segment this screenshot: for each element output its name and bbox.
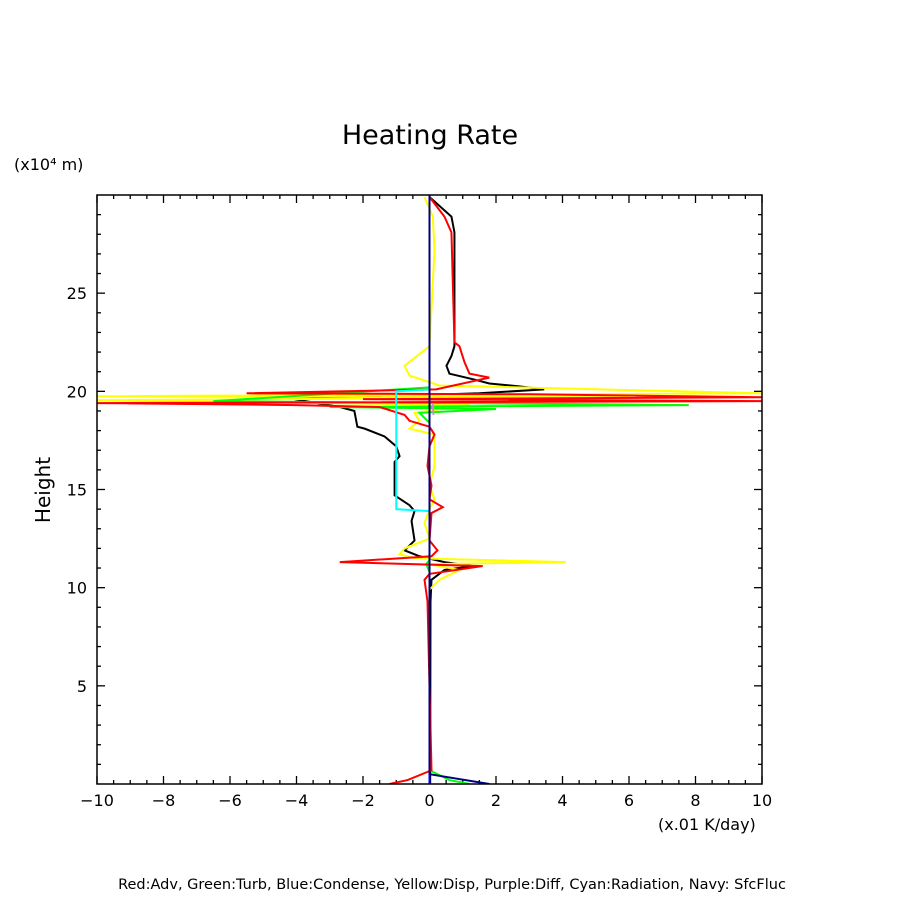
y-axis-unit: (x10⁴ m) xyxy=(14,155,84,174)
x-axis-label: (x.01 K/day) xyxy=(658,815,756,834)
series-line-adv xyxy=(97,196,762,784)
x-tick-label: −8 xyxy=(152,791,176,810)
x-tick-label: −4 xyxy=(285,791,309,810)
x-tick-label: 2 xyxy=(491,791,501,810)
x-tick-label: −10 xyxy=(80,791,114,810)
plot-frame xyxy=(96,194,763,785)
x-tick-label: 4 xyxy=(557,791,567,810)
legend-text: Red:Adv, Green:Turb, Blue:Condense, Yell… xyxy=(118,877,786,893)
x-tick-label: 8 xyxy=(690,791,700,810)
y-axis-label: Height xyxy=(31,456,55,524)
x-tick-label: 0 xyxy=(424,791,434,810)
x-tick-label: 6 xyxy=(624,791,634,810)
x-tick-label: −6 xyxy=(218,791,242,810)
series-line-radiation xyxy=(395,388,430,513)
x-tick-label: 10 xyxy=(752,791,772,810)
chart-title: Heating Rate xyxy=(341,120,519,151)
x-tick-label: −2 xyxy=(351,791,375,810)
y-tick-label: 10 xyxy=(67,579,87,598)
series-line-turb xyxy=(213,386,689,784)
series-line-total xyxy=(294,196,545,784)
series-line-sfcfluc xyxy=(428,195,490,784)
series-line-diff xyxy=(431,403,435,415)
y-tick-label: 5 xyxy=(77,677,87,696)
y-tick-label: 20 xyxy=(67,382,87,401)
y-tick-label: 25 xyxy=(67,284,87,303)
y-tick-label: 15 xyxy=(67,481,87,500)
